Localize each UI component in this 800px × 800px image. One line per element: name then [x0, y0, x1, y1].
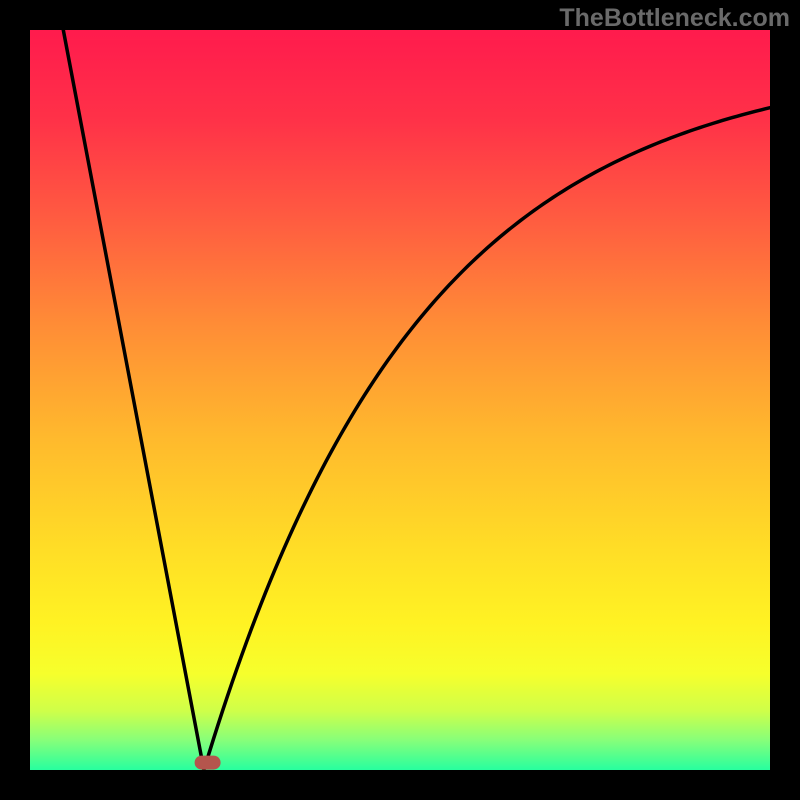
attribution-text: TheBottleneck.com [559, 4, 790, 33]
bottleneck-chart [0, 0, 800, 800]
chart-container: TheBottleneck.com [0, 0, 800, 800]
minimum-marker [195, 756, 221, 770]
